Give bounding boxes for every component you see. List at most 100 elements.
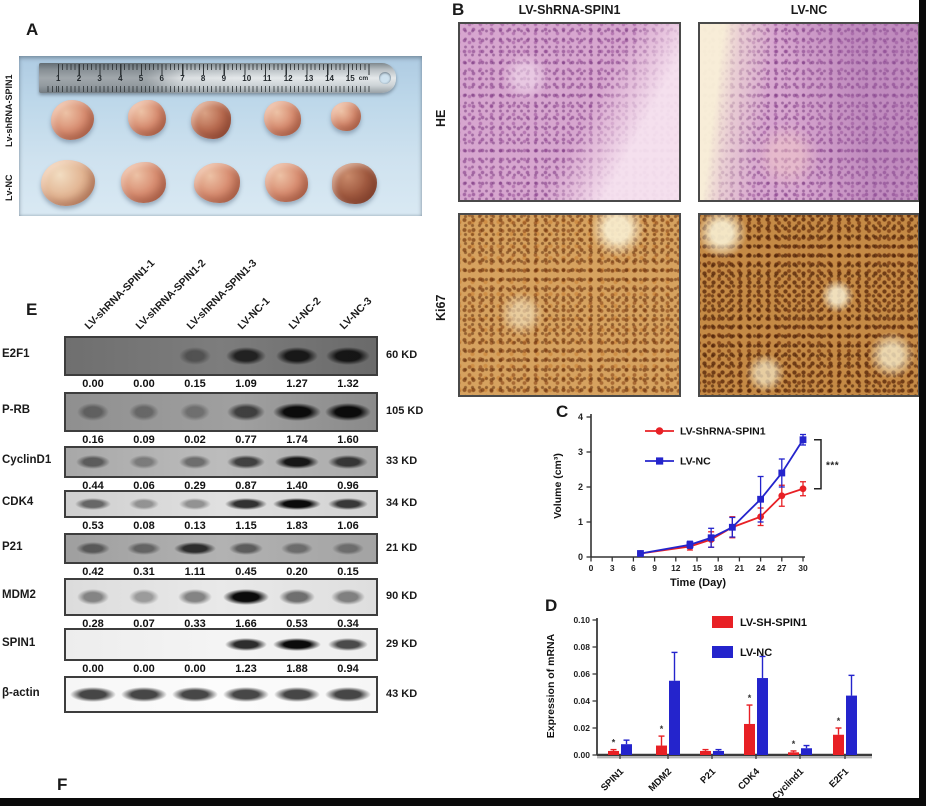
ruler-number: 10 xyxy=(242,74,252,83)
blot-quantification: 0.00 xyxy=(82,663,104,675)
data-point-square xyxy=(728,523,736,531)
legend-swatch xyxy=(712,646,733,658)
blot-protein-label: β-actin xyxy=(2,686,40,699)
significance-star: * xyxy=(792,739,796,749)
blot-quantification: 0.44 xyxy=(82,480,104,492)
blot-band xyxy=(272,637,322,652)
bar xyxy=(621,744,632,755)
blot-quantification: 1.60 xyxy=(337,434,359,446)
x-axis-title: Time (Day) xyxy=(670,577,726,589)
ruler: 1 2 3 4 5 6 7 8 9 10 11 12 13 14 15 cm xyxy=(39,63,396,93)
x-tick-label: 0 xyxy=(589,563,594,573)
significance-star: * xyxy=(660,724,664,734)
blot-band xyxy=(328,455,368,469)
blot-strip xyxy=(64,490,378,518)
blot-band xyxy=(275,347,319,365)
mrna-expression-bar-chart: 0.00 0.02 0.04 0.06 0.08 0.10 Expression of mR… xyxy=(545,615,872,802)
blot-band xyxy=(273,403,321,421)
tumor-specimen xyxy=(191,101,231,139)
blot-band xyxy=(227,403,265,421)
data-point-circle xyxy=(778,492,786,500)
ruler-number: 2 xyxy=(76,74,82,83)
blot-band xyxy=(128,455,160,469)
ki67-image-shrna xyxy=(458,213,681,397)
blot-quantification: 0.42 xyxy=(82,566,104,578)
panel-a-label: A xyxy=(26,20,39,39)
legend-label: LV-ShRNA-SPIN1 xyxy=(680,426,766,438)
y-tick-label: 0.08 xyxy=(573,642,590,652)
blot-band xyxy=(127,542,161,555)
blot-molecular-weight: 34 KD xyxy=(386,497,418,509)
blot-quantification: 0.31 xyxy=(133,566,155,578)
blot-quantification: 1.09 xyxy=(235,378,257,390)
blot-band xyxy=(121,686,167,703)
blot-protein-label: E2F1 xyxy=(2,348,30,360)
ruler-number: 12 xyxy=(283,74,293,83)
blot-quantification: 0.07 xyxy=(133,618,155,630)
ki67-image-nc xyxy=(698,213,920,397)
blot-quantification: 0.34 xyxy=(337,618,359,630)
blot-band xyxy=(226,455,266,469)
blot-quantification: 0.33 xyxy=(184,618,206,630)
significance-star: * xyxy=(612,738,616,748)
panel-a-row-label-shrna: Lv-shRNA-SPIN1 xyxy=(4,74,14,147)
blot-lane-label: LV-NC-1 xyxy=(235,295,273,332)
blot-quantification: 0.87 xyxy=(235,480,257,492)
x-tick-label: 15 xyxy=(692,563,702,573)
blot-quantification: 0.94 xyxy=(337,663,359,675)
y-tick-label: 2 xyxy=(578,482,583,492)
blot-band xyxy=(325,403,371,421)
tumor-specimen xyxy=(331,162,377,204)
blot-band xyxy=(275,455,319,469)
panel-b-col-shrna: LV-ShRNA-SPIN1 xyxy=(518,3,621,17)
data-point-square xyxy=(637,550,644,557)
panel-c-label: C xyxy=(556,402,569,421)
panel-b-row-ki67: Ki67 xyxy=(434,294,448,321)
y-tick-label: 1 xyxy=(578,517,583,527)
blot-quantification: 0.15 xyxy=(337,566,359,578)
blot-band xyxy=(228,542,264,555)
blot-quantification: 1.74 xyxy=(286,434,308,446)
blot-band xyxy=(179,403,211,421)
panel-a-row-label-nc: Lv-NC xyxy=(4,174,14,202)
blot-quantification: 0.96 xyxy=(337,480,359,492)
x-tick-label: 21 xyxy=(735,563,745,573)
tumor-specimen xyxy=(331,101,361,131)
bar xyxy=(713,750,724,755)
blot-protein-label: P21 xyxy=(2,540,23,553)
blot-band xyxy=(172,686,218,703)
blot-quantification: 0.29 xyxy=(184,480,206,492)
panel-b-col-nc: LV-NC xyxy=(790,3,828,17)
ruler-number: 4 xyxy=(118,74,123,83)
significance-bracket xyxy=(814,439,822,490)
blot-quantification: 0.00 xyxy=(133,663,155,675)
blot-quantification: 1.15 xyxy=(235,520,257,532)
tumor-specimen xyxy=(41,160,95,206)
y-axis-title: Expression of mRNA xyxy=(545,633,557,738)
x-category-label: E2F1 xyxy=(827,766,851,790)
blot-band xyxy=(331,588,365,606)
ruler-number: 13 xyxy=(304,74,314,83)
blot-band xyxy=(76,588,110,606)
legend-marker xyxy=(656,457,664,465)
x-tick-label: 18 xyxy=(713,563,723,573)
blot-band xyxy=(128,498,160,510)
legend-label: LV-NC xyxy=(680,456,711,468)
blot-band xyxy=(325,686,371,703)
blot-quantification: 0.13 xyxy=(184,520,206,532)
blot-quantification: 0.20 xyxy=(286,566,308,578)
he-image-nc xyxy=(698,22,920,202)
blot-quantification: 1.66 xyxy=(235,618,257,630)
data-point-square xyxy=(686,541,694,549)
blot-molecular-weight: 90 KD xyxy=(386,590,418,602)
x-tick-label: 12 xyxy=(671,563,681,573)
blot-band xyxy=(70,686,116,703)
bar xyxy=(757,678,768,755)
blot-quantification: 0.28 xyxy=(82,618,104,630)
ruler-number: 3 xyxy=(97,74,102,83)
blot-quantification: 0.08 xyxy=(133,520,155,532)
blot-band xyxy=(179,498,211,510)
blot-band xyxy=(328,637,368,652)
blot-strip xyxy=(64,533,378,564)
